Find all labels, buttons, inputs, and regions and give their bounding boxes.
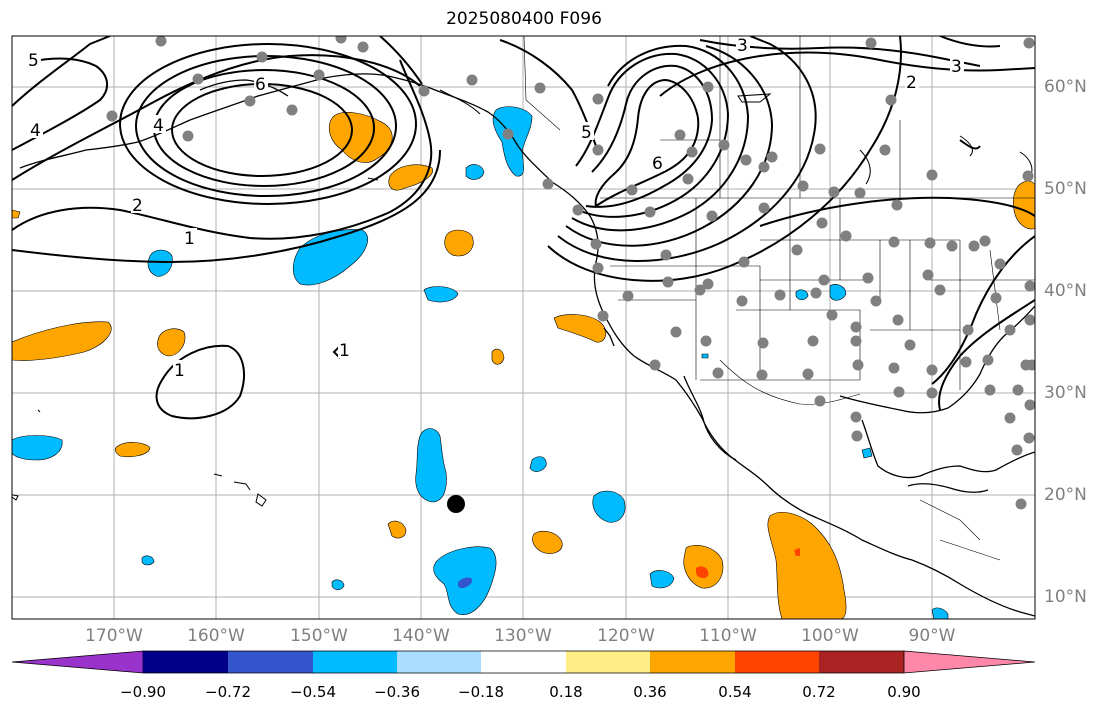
colorbar-segment <box>735 651 819 673</box>
contour-label: 6 <box>652 154 663 174</box>
contour-label: 1 <box>339 341 350 361</box>
contour-label: 2 <box>132 196 143 216</box>
islands <box>12 89 1033 507</box>
strong-negative-areas <box>458 577 473 589</box>
strong-positive-areas <box>696 548 800 579</box>
colorbar <box>11 650 1036 674</box>
contour-label: 1 <box>174 361 185 381</box>
colorbar-segment <box>566 651 650 673</box>
colorbar-segment <box>397 651 481 673</box>
positive-anomaly-areas <box>12 112 1035 619</box>
lat-label-40n: 40°N <box>1044 281 1087 301</box>
lon-label-150w: 150°W <box>290 626 348 646</box>
contour-label: 1 <box>184 229 195 249</box>
lon-label-90w: 90°W <box>908 626 956 646</box>
contour-label: 4 <box>153 116 164 136</box>
colorbar-tick: 0.54 <box>718 683 752 701</box>
lon-label-170w: 170°W <box>85 626 143 646</box>
colorbar-tick: 0.36 <box>633 683 667 701</box>
colorbar-segment <box>11 650 144 674</box>
tropical-marker <box>447 495 465 513</box>
lat-label-30n: 30°N <box>1044 383 1087 403</box>
colorbar-segment <box>819 651 904 673</box>
colorbar-tick: 0.90 <box>887 683 921 701</box>
contour-label: 5 <box>28 51 39 71</box>
lon-label-110w: 110°W <box>699 626 757 646</box>
colorbar-tick: −0.36 <box>374 683 420 701</box>
lat-lon-grid <box>12 36 1035 619</box>
contour-label-group: 5 4 6 4 2 1 1 1 3 2 3 5 6 <box>27 36 964 381</box>
contour-lines <box>12 36 1035 420</box>
colorbar-segment <box>228 651 313 673</box>
contour-label: 3 <box>951 57 962 77</box>
colorbar-tick: −0.54 <box>290 683 336 701</box>
contour-label: 6 <box>255 75 266 95</box>
political-borders <box>523 36 1035 561</box>
colorbar-tick: 0.18 <box>549 683 583 701</box>
lat-label-60n: 60°N <box>1044 77 1087 97</box>
colorbar-tick: 0.72 <box>802 683 836 701</box>
lat-label-10n: 10°N <box>1044 587 1087 607</box>
colorbar-tick: −0.90 <box>120 683 166 701</box>
contour-label: 2 <box>906 73 917 93</box>
colorbar-segment <box>481 651 566 673</box>
lon-label-100w: 100°W <box>801 626 859 646</box>
lon-label-120w: 120°W <box>597 626 655 646</box>
station-dots <box>106 36 1035 510</box>
lat-label-50n: 50°N <box>1044 179 1087 199</box>
lat-label-20n: 20°N <box>1044 485 1087 505</box>
colorbar-tick: −0.18 <box>458 683 504 701</box>
colorbar-segment <box>313 651 397 673</box>
colorbar-segment <box>903 650 1036 674</box>
colorbar-segment <box>650 651 735 673</box>
coastlines <box>19 73 1035 617</box>
map-frame <box>11 35 1036 620</box>
colorbar-tick: −0.72 <box>205 683 251 701</box>
map-title: 2025080400 F096 <box>446 9 602 29</box>
lon-label-160w: 160°W <box>187 626 245 646</box>
lon-label-130w: 130°W <box>494 626 552 646</box>
contour-label: 4 <box>30 121 41 141</box>
lon-label-140w: 140°W <box>392 626 450 646</box>
contour-label: 3 <box>737 36 748 56</box>
contour-label: 5 <box>581 123 592 143</box>
colorbar-segment <box>143 651 228 673</box>
